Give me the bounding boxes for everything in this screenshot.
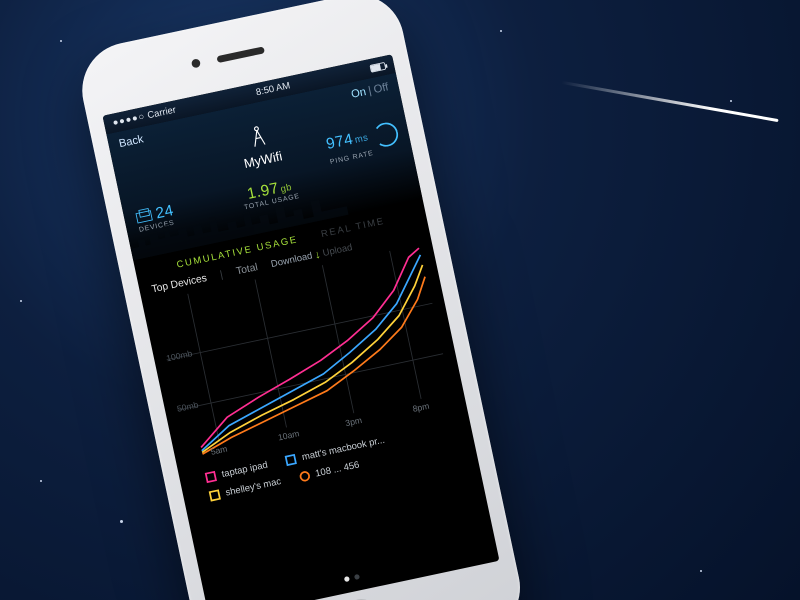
- pager-dot[interactable]: [344, 576, 350, 582]
- shooting-star: [561, 81, 778, 122]
- devices-icon: [136, 210, 153, 223]
- ping-unit: ms: [354, 133, 369, 146]
- legend-label: matt's macbook pr...: [301, 435, 386, 463]
- legend-item[interactable]: 108 ... 456: [298, 460, 360, 483]
- legend-label: 108 ... 456: [314, 460, 360, 479]
- phone-frame: ●●●●○ Carrier 8:50 AM Back On|Off MyW: [73, 0, 529, 600]
- legend-swatch: [209, 489, 221, 501]
- screen: ●●●●○ Carrier 8:50 AM Back On|Off MyW: [102, 54, 499, 600]
- status-right: [369, 62, 386, 73]
- ping-ring-icon: [372, 120, 401, 149]
- antenna-icon: [246, 123, 270, 153]
- legend-swatch: [205, 471, 217, 483]
- battery-icon: [369, 62, 386, 73]
- legend-label: shelley's mac: [225, 476, 282, 498]
- camera-dot: [191, 58, 201, 68]
- legend-swatch: [298, 470, 310, 482]
- speaker-slot: [216, 46, 265, 63]
- arrow-down-icon: ↓: [313, 247, 321, 261]
- subtab-total[interactable]: Total: [235, 261, 259, 278]
- carrier-label: Carrier: [147, 105, 177, 121]
- pager-dot[interactable]: [354, 574, 360, 580]
- legend-swatch: [285, 454, 297, 466]
- upload-label: Upload: [322, 242, 353, 258]
- legend-label: taptap ipad: [221, 460, 269, 480]
- back-button[interactable]: Back: [118, 132, 145, 150]
- off-label: Off: [372, 80, 389, 96]
- home-button[interactable]: [334, 595, 389, 600]
- legend-item[interactable]: matt's macbook pr...: [285, 435, 386, 466]
- ping-value: 974: [325, 130, 355, 152]
- page-indicator[interactable]: [205, 539, 498, 600]
- download-label: Download: [270, 251, 313, 270]
